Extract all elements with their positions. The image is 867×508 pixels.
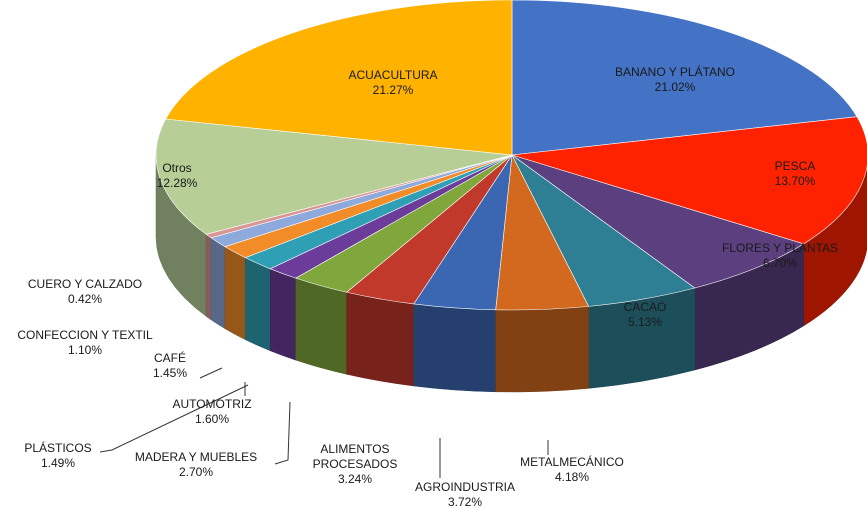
slice-value: 2.70%: [179, 465, 213, 479]
slice-value: 1.49%: [41, 456, 75, 470]
slice-label-acuacultura: ACUACULTURA 21.27%: [348, 68, 437, 97]
slice-name: MADERA Y MUEBLES: [135, 450, 257, 464]
slice-value: 5.13%: [628, 315, 662, 329]
slice-name: Otros: [162, 161, 191, 175]
slice-value: 6.70%: [763, 256, 797, 270]
slice-side-madera-y-muebles: [295, 277, 347, 375]
slice-name: CUERO Y CALZADO: [28, 277, 142, 291]
slice-label-otros: Otros 12.28%: [157, 161, 198, 190]
slice-name: BANANO Y PLÁTANO: [615, 64, 735, 79]
slice-name: PLÁSTICOS: [24, 440, 91, 455]
leader-line-madera-y-muebles: [274, 401, 291, 465]
slice-label-metalmecanico: METALMECÁNICO 4.18%: [520, 454, 624, 484]
slice-value: 1.60%: [195, 412, 229, 426]
pie-top: [155, 0, 867, 311]
slice-value: 21.27%: [373, 83, 414, 97]
slice-name: ACUACULTURA: [348, 68, 437, 82]
slice-name: AUTOMOTRIZ: [172, 397, 251, 411]
slice-value: 0.42%: [68, 292, 102, 306]
pie-sides: [155, 154, 867, 393]
slice-value: 1.45%: [153, 366, 187, 380]
slice-value: 1.10%: [68, 343, 102, 357]
slice-value: 21.02%: [655, 80, 696, 94]
slice-name: PESCA: [775, 159, 816, 173]
slice-label-banano-y-platano: BANANO Y PLÁTANO 21.02%: [615, 64, 735, 94]
slice-name: AGROINDUSTRIA: [415, 480, 515, 494]
slice-value: 13.70%: [775, 174, 816, 188]
leader-line-cafe: [199, 367, 223, 379]
slice-label-agroindustria: AGROINDUSTRIA 3.72%: [415, 480, 515, 508]
slice-label-madera-y-muebles: MADERA Y MUEBLES 2.70%: [135, 450, 257, 479]
slice-acuacultura: [165, 0, 513, 156]
slice-name: FLORES Y PLANTAS: [722, 241, 838, 255]
leader-line-plasticos: [99, 384, 249, 453]
slice-pesca: [511, 116, 867, 245]
slice-name: PROCESADOS: [313, 457, 398, 471]
slice-name: CACAO: [624, 300, 667, 314]
slice-label-cuero-y-calzado: CUERO Y CALZADO 0.42%: [28, 277, 142, 306]
slice-flores-y-plantas: [511, 154, 805, 289]
slice-label-flores-y-plantas: FLORES Y PLANTAS 6.70%: [722, 241, 838, 270]
slice-value: 4.18%: [555, 470, 589, 484]
slice-label-pesca: PESCA 13.70%: [775, 159, 816, 188]
slice-name: CONFECCION Y TEXTIL: [17, 328, 153, 342]
slice-labels: BANANO Y PLÁTANO 21.02% PESCA 13.70% FLORES …: [17, 64, 838, 508]
slice-side-agroindustria: [413, 303, 496, 393]
leader-lines: [99, 367, 549, 478]
slice-side-confeccion-y-textil: [210, 237, 226, 330]
slice-label-cacao: CACAO 5.13%: [624, 300, 667, 329]
slice-side-plasticos: [270, 268, 297, 361]
slice-label-confeccion-y-textil: CONFECCION Y TEXTIL 1.10%: [17, 328, 153, 357]
slice-side-metalmecanico: [495, 306, 589, 393]
slice-label-cafe: CAFÉ 1.45%: [153, 350, 187, 380]
slice-banano-y-platano: [511, 0, 858, 156]
slice-side-alimentos-procesados: [346, 291, 415, 387]
slice-label-automotriz: AUTOMOTRIZ 1.60%: [172, 397, 251, 426]
slice-label-alimentos-procesados: ALIMENTOS PROCESADOS 3.24%: [313, 442, 398, 486]
slice-name: CAFÉ: [154, 350, 186, 365]
slice-name: METALMECÁNICO: [520, 454, 624, 469]
slice-value: 3.72%: [448, 495, 482, 508]
slice-side-cuero-y-calzado: [205, 233, 212, 321]
slice-side-cafe: [224, 246, 246, 341]
slice-otros: [155, 118, 513, 235]
slice-side-automotriz: [245, 257, 271, 352]
slice-value: 12.28%: [157, 176, 198, 190]
slice-value: 3.24%: [338, 472, 372, 486]
slice-label-plasticos: PLÁSTICOS 1.49%: [24, 440, 91, 470]
slice-name: ALIMENTOS: [320, 442, 389, 456]
